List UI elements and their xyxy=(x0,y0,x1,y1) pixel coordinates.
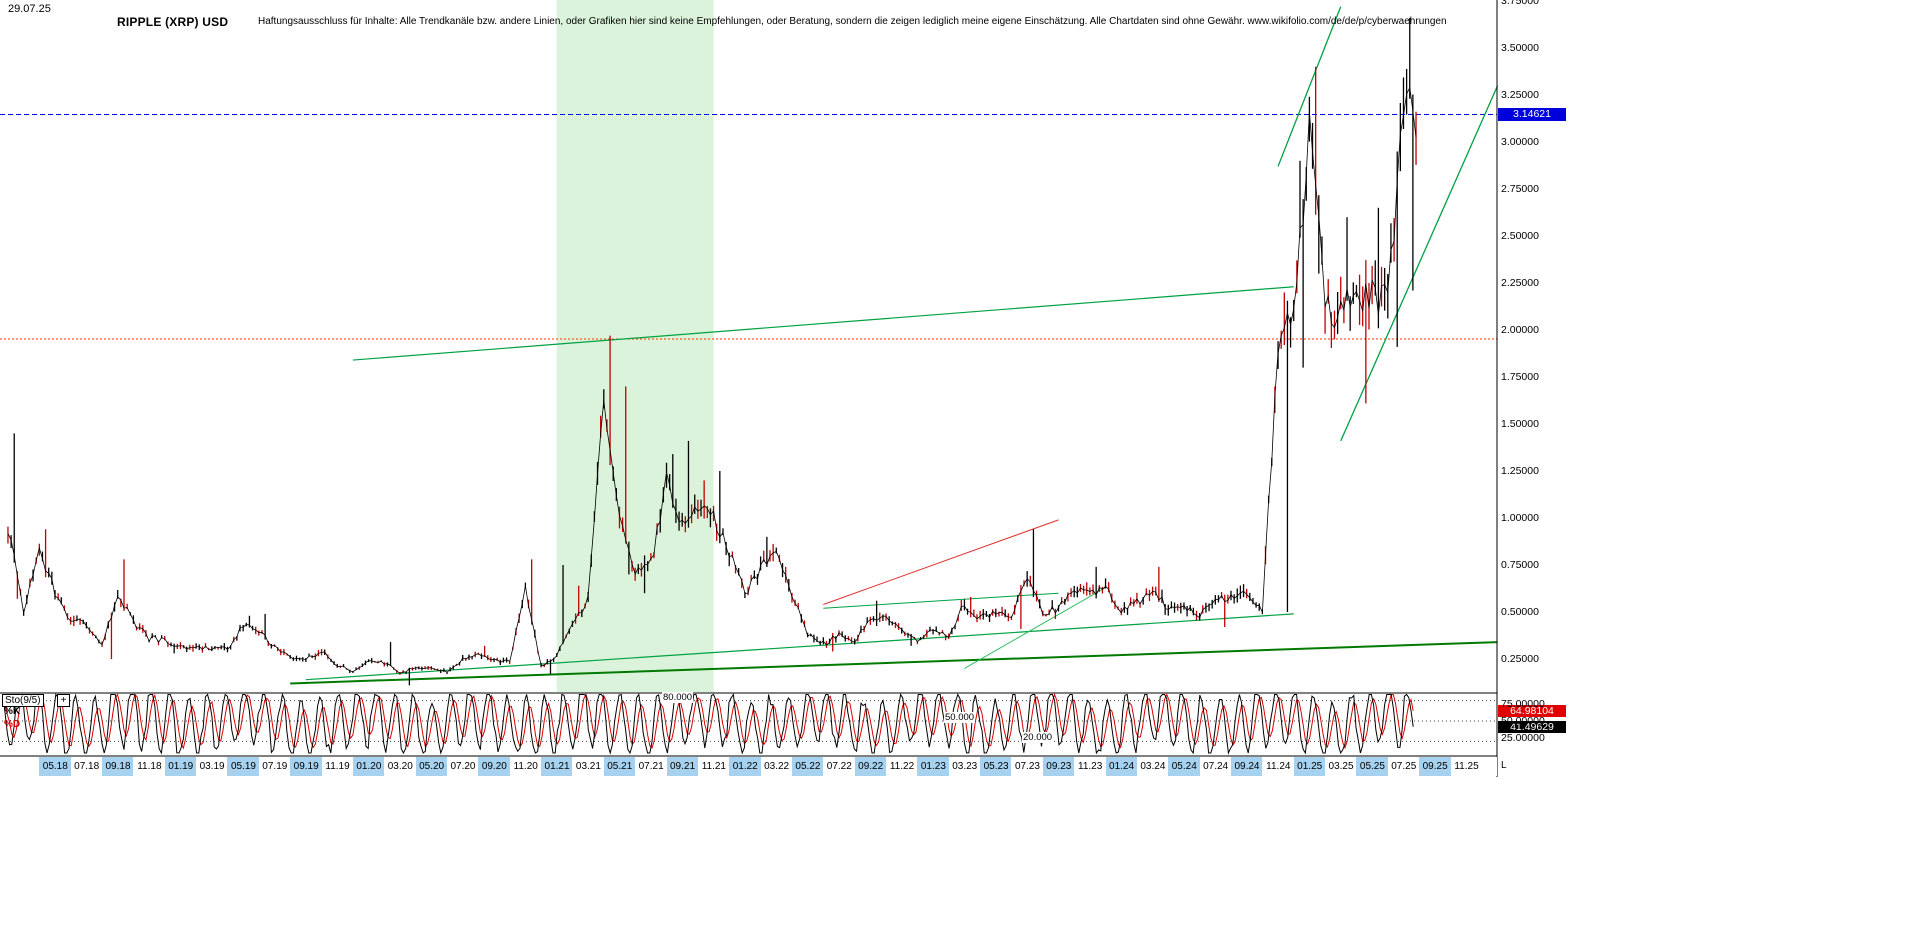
time-axis-label: 11.22 xyxy=(886,757,919,776)
chart-title: RIPPLE (XRP) USD xyxy=(117,15,229,29)
corner-label: L xyxy=(1501,760,1507,771)
price-path xyxy=(7,86,1417,674)
price-axis-label: 1.00000 xyxy=(1501,512,1539,524)
time-axis-label: 01.22 xyxy=(729,757,762,776)
time-axis: 05.18 07.18 09.18 11.18 01.19 03.19 05.19 07.19… xyxy=(0,757,1497,776)
time-axis-label: 07.24 xyxy=(1199,757,1232,776)
time-axis-label: 01.25 xyxy=(1293,757,1326,776)
highlight-band xyxy=(556,0,714,692)
time-axis-label: 11.23 xyxy=(1074,757,1107,776)
price-axis-label: 0.75000 xyxy=(1501,559,1539,571)
time-axis-label: 03.22 xyxy=(760,757,793,776)
time-axis-label: 05.24 xyxy=(1168,757,1201,776)
time-axis-label: 03.19 xyxy=(196,757,229,776)
indicator-axis-label: 50.00000 xyxy=(1501,715,1545,727)
time-axis-label: 09.20 xyxy=(478,757,511,776)
time-axis-label: 01.24 xyxy=(1105,757,1138,776)
time-axis-label: 05.23 xyxy=(980,757,1013,776)
time-axis-label: 05.22 xyxy=(791,757,824,776)
time-axis-label: 05.25 xyxy=(1356,757,1389,776)
time-axis-label: 07.23 xyxy=(1011,757,1044,776)
time-axis-label: 07.18 xyxy=(70,757,103,776)
time-axis-label: 09.21 xyxy=(666,757,699,776)
price-axis-label: 2.00000 xyxy=(1501,324,1539,336)
time-axis-label: 09.25 xyxy=(1419,757,1452,776)
price-axis-label: 3.00000 xyxy=(1501,136,1539,148)
time-axis-label: 03.20 xyxy=(384,757,417,776)
time-axis-label: 03.23 xyxy=(948,757,981,776)
time-axis-label: 03.21 xyxy=(572,757,605,776)
indicator-d-value-badge: 64.98104 xyxy=(1498,704,1566,717)
time-axis-label: 05.18 xyxy=(39,757,72,776)
time-axis-label: 09.19 xyxy=(290,757,323,776)
price-axis-label: 2.25000 xyxy=(1501,277,1539,289)
time-axis-label: 07.25 xyxy=(1387,757,1420,776)
time-axis-label: 03.25 xyxy=(1325,757,1358,776)
indicator-level-label: 20.000 xyxy=(1022,732,1054,744)
time-axis-label: 09.24 xyxy=(1230,757,1263,776)
time-axis-label: 01.19 xyxy=(164,757,197,776)
main-chart-canvas[interactable] xyxy=(0,0,1570,782)
indicator-k-label: %K xyxy=(4,706,21,717)
trendline xyxy=(1340,85,1499,442)
indicator-level-label: 80.000 xyxy=(662,691,694,703)
time-axis-label: 07.20 xyxy=(446,757,479,776)
price-axis-label: 3.50000 xyxy=(1501,42,1539,54)
time-axis-label: 09.18 xyxy=(102,757,135,776)
time-axis-label: 01.20 xyxy=(352,757,385,776)
indicator-d-label: %D xyxy=(4,719,21,730)
price-axis-label: 0.25000 xyxy=(1501,653,1539,665)
indicator-k-value-badge: 41.49629 xyxy=(1498,720,1566,733)
time-axis-label: 11.20 xyxy=(509,757,542,776)
price-axis-label: 0.50000 xyxy=(1501,606,1539,618)
price-axis-label: 1.75000 xyxy=(1501,371,1539,383)
trendline xyxy=(352,286,1294,361)
disclaimer-text: Haftungsausschluss für Inhalte: Alle Tre… xyxy=(258,16,1447,27)
time-axis-label: 09.22 xyxy=(854,757,887,776)
time-axis-label: 11.21 xyxy=(697,757,730,776)
price-axis-label: 3.25000 xyxy=(1501,89,1539,101)
time-axis-label: 05.21 xyxy=(603,757,636,776)
price-axis-label: 3.75000 xyxy=(1501,0,1539,7)
price-axis-label: 2.50000 xyxy=(1501,230,1539,242)
chart-date: 29.07.25 xyxy=(8,3,51,15)
price-axis-label: 1.50000 xyxy=(1501,418,1539,430)
indicator-expand-icon[interactable]: + xyxy=(57,694,70,707)
time-axis-label: 11.19 xyxy=(321,757,354,776)
time-axis-label: 05.20 xyxy=(415,757,448,776)
time-axis-label: 11.25 xyxy=(1450,757,1483,776)
stochastic-k-line xyxy=(2,692,1414,755)
indicator-axis-label: 75.00000 xyxy=(1501,698,1545,710)
stochastic-d-line xyxy=(2,692,1414,750)
time-axis-label: 07.21 xyxy=(635,757,668,776)
time-axis-label: 03.24 xyxy=(1136,757,1169,776)
time-axis-label: 11.18 xyxy=(133,757,166,776)
trendline xyxy=(290,641,1498,685)
trendline xyxy=(823,519,1059,605)
time-axis-label: 05.19 xyxy=(227,757,260,776)
trendline xyxy=(1277,6,1342,167)
trendline xyxy=(305,613,1294,681)
indicator-name-box[interactable]: Sto(9/5) xyxy=(2,694,44,707)
indicator-axis-label: 25.00000 xyxy=(1501,732,1545,744)
time-axis-label: 07.19 xyxy=(258,757,291,776)
indicator-level-label: 50.000 xyxy=(944,712,976,723)
trendline xyxy=(823,592,1059,609)
time-axis-label: 07.22 xyxy=(823,757,856,776)
time-axis-label: 09.23 xyxy=(1042,757,1075,776)
time-axis-label: 01.23 xyxy=(917,757,950,776)
trendline xyxy=(964,587,1106,669)
price-axis-label: 2.75000 xyxy=(1501,183,1539,195)
price-axis-label: 1.25000 xyxy=(1501,465,1539,477)
time-axis-label: 11.24 xyxy=(1262,757,1295,776)
current-price-badge: 3.14621 xyxy=(1498,107,1566,121)
time-axis-label: 01.21 xyxy=(541,757,574,776)
